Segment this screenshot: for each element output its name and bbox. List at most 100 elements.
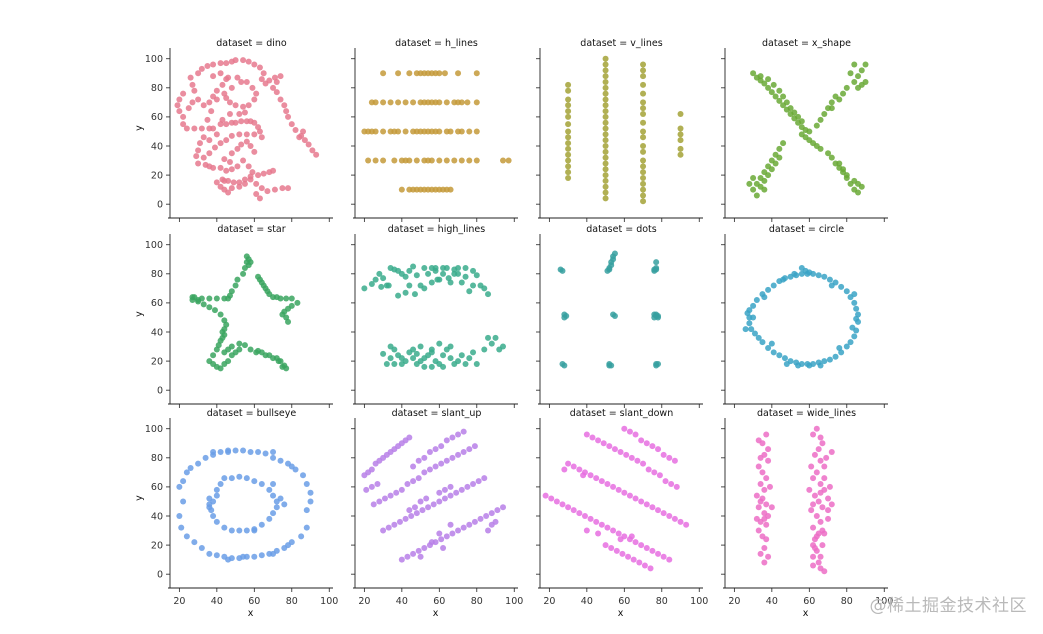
scatter-point	[438, 536, 445, 543]
scatter-point	[191, 87, 198, 94]
scatter-point	[225, 556, 232, 563]
scatter-point	[630, 556, 637, 563]
scatter-point	[238, 79, 245, 85]
facet-panel: dataset = star 0 20 40 60 80 100 y	[134, 224, 333, 408]
scatter-point	[828, 501, 835, 508]
scatter-point	[843, 172, 850, 179]
scatter-point	[294, 299, 301, 306]
scatter-point	[660, 553, 667, 560]
scatter-point	[398, 556, 405, 563]
scatter-point	[668, 481, 675, 487]
scatter-point	[213, 346, 220, 353]
scatter-point	[243, 527, 250, 534]
y-tick-label: 40	[151, 511, 163, 522]
scatter-point	[217, 164, 224, 171]
scatter-point	[473, 361, 480, 367]
scatter-point	[176, 483, 183, 490]
y-axis-label: y	[134, 311, 145, 317]
scatter-point	[640, 186, 647, 193]
scatter-point	[236, 346, 243, 353]
scatter-point	[206, 495, 213, 502]
scatter-point	[447, 186, 454, 193]
scatter-point	[395, 292, 402, 299]
scatter-point	[361, 285, 368, 292]
scatter-point	[761, 545, 768, 551]
scatter-point	[610, 527, 617, 534]
scatter-point	[213, 87, 220, 94]
scatter-point	[305, 141, 312, 148]
scatter-point	[273, 79, 280, 85]
scatter-point	[256, 64, 263, 71]
scatter-point	[309, 147, 316, 154]
x-axis-label: x	[248, 608, 254, 619]
scatter-point	[458, 157, 465, 164]
scatter-point	[208, 108, 215, 115]
scatter-point	[851, 79, 858, 85]
scatter-point	[817, 145, 824, 152]
scatter-point	[191, 539, 198, 546]
x-tick-label: 60	[248, 596, 260, 607]
scatter-point	[475, 478, 482, 485]
scatter-point	[565, 140, 572, 147]
scatter-point	[565, 460, 572, 467]
scatter-point	[836, 96, 843, 103]
scatter-point	[565, 102, 572, 109]
scatter-point	[368, 466, 375, 473]
panel-title: dataset = star	[217, 224, 285, 235]
scatter-point	[776, 145, 783, 152]
scatter-point	[180, 478, 187, 485]
scatter-point	[240, 157, 247, 164]
scatter-point	[193, 153, 200, 160]
scatter-point	[851, 61, 858, 68]
scatter-point	[256, 128, 263, 135]
scatter-point	[500, 504, 507, 511]
x-tick-label: 20	[543, 596, 555, 607]
y-tick-label: 40	[151, 327, 163, 338]
scatter-point	[443, 533, 450, 540]
scatter-point	[279, 363, 286, 370]
scatter-point	[262, 450, 269, 457]
scatter-point	[455, 431, 462, 438]
scatter-point	[602, 79, 609, 85]
scatter-point	[251, 131, 258, 138]
scatter-point	[251, 96, 258, 103]
scatter-point	[643, 440, 650, 447]
scatter-point	[277, 295, 284, 302]
scatter-point	[187, 74, 194, 81]
scatter-point	[606, 266, 613, 273]
scatter-point	[638, 437, 645, 444]
scatter-point	[473, 157, 480, 164]
scatter-point	[217, 481, 224, 487]
scatter-point	[851, 291, 858, 298]
scatter-point	[815, 446, 822, 453]
y-axis-label: y	[134, 495, 145, 501]
scatter-point	[621, 489, 628, 496]
scatter-point	[765, 76, 772, 83]
scatter-point	[402, 515, 409, 522]
scatter-point	[780, 276, 787, 283]
scatter-point	[462, 265, 469, 271]
y-tick-label: 100	[145, 424, 163, 435]
scatter-point	[817, 481, 824, 487]
scatter-point	[380, 128, 387, 135]
scatter-point	[200, 134, 207, 141]
scatter-point	[613, 547, 620, 554]
scatter-point	[270, 355, 277, 362]
scatter-point	[191, 125, 198, 132]
scatter-point	[628, 533, 635, 540]
scatter-point	[471, 518, 478, 525]
scatter-point	[232, 119, 239, 126]
scatter-point	[757, 550, 764, 557]
scatter-point	[755, 504, 762, 511]
scatter-point	[821, 273, 828, 280]
scatter-point	[783, 361, 790, 367]
scatter-point	[626, 428, 633, 435]
scatter-point	[765, 84, 772, 91]
scatter-point	[565, 163, 572, 170]
scatter-point	[836, 345, 843, 351]
scatter-point	[810, 524, 817, 531]
scatter-point	[565, 157, 572, 164]
scatter-point	[300, 472, 307, 479]
scatter-point	[458, 486, 465, 493]
scatter-point	[300, 128, 307, 135]
